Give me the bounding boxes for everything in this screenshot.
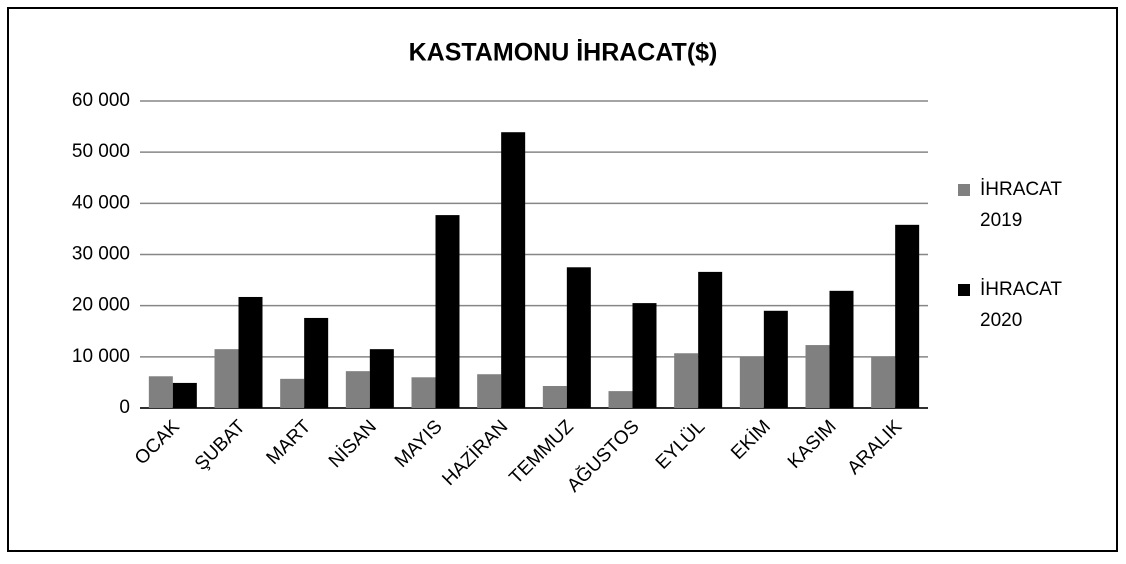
- chart-frame: [7, 7, 1118, 552]
- y-tick-label: 50 000: [72, 141, 130, 162]
- bar: [345, 371, 370, 408]
- bar: [411, 377, 436, 408]
- y-tick-label: 10 000: [72, 346, 130, 367]
- y-tick-label: 60 000: [72, 90, 130, 111]
- bar: [829, 290, 854, 408]
- legend-label: İHRACAT 2019: [980, 179, 1062, 231]
- y-tick-label: 20 000: [72, 295, 130, 316]
- bar: [435, 215, 460, 408]
- bar: [214, 349, 239, 408]
- bar: [304, 317, 329, 408]
- legend-label: İHRACAT 2020: [980, 279, 1062, 331]
- bar: [172, 382, 197, 408]
- bar: [280, 378, 305, 408]
- y-tick-label: 40 000: [72, 192, 130, 213]
- bar: [674, 353, 699, 408]
- bar: [739, 356, 764, 408]
- y-tick-label: 30 000: [72, 244, 130, 265]
- bar: [566, 267, 591, 408]
- bar: [477, 374, 502, 408]
- bar: [148, 376, 173, 408]
- bar: [632, 303, 657, 408]
- bar: [369, 349, 394, 408]
- bar: [501, 132, 526, 408]
- y-tick-label: 0: [119, 397, 130, 418]
- legend-swatch: [958, 184, 970, 196]
- bar: [871, 356, 896, 408]
- bar: [542, 385, 567, 408]
- legend-swatch: [958, 284, 970, 296]
- bar: [608, 391, 633, 408]
- bar: [238, 296, 263, 408]
- bar: [805, 345, 830, 408]
- bar: [895, 224, 920, 408]
- bar: [698, 271, 723, 408]
- bar: [763, 310, 788, 408]
- chart-title: KASTAMONU İHRACAT($): [409, 39, 718, 67]
